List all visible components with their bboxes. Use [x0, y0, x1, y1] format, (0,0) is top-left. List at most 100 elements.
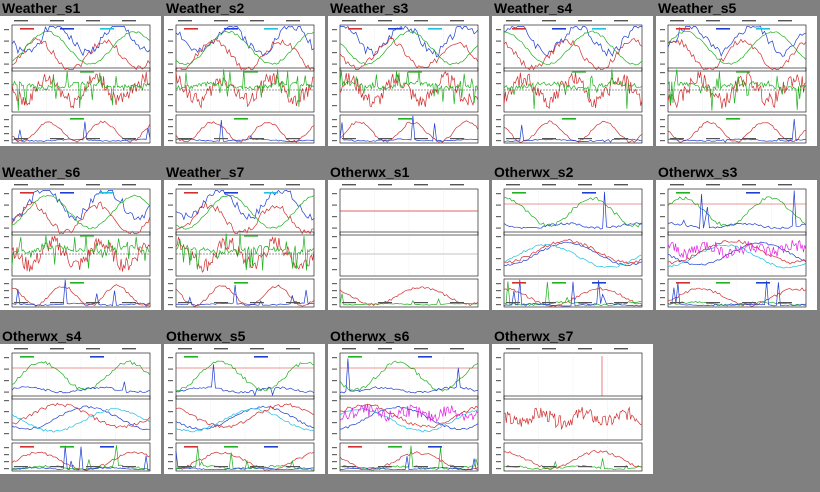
plot-axis-tick-label [660, 40, 665, 42]
plot-axis-tick-label [4, 236, 9, 238]
plot-axis-tick-label [496, 357, 501, 359]
plot-axis-tick-label [496, 105, 501, 107]
plot-axis-tick-label [332, 133, 337, 135]
plot-axis-tick-label [496, 400, 501, 402]
plot-axis-tick-label [332, 454, 337, 456]
thumbnail-otherwx-s7[interactable]: Otherwx_s7 [492, 328, 653, 474]
plot-header-stub [286, 20, 300, 22]
plot-axis-tick-label [496, 140, 501, 142]
plot-x-tick-label [578, 138, 592, 140]
plot-axis-tick-label [168, 63, 173, 65]
plot-series-line [175, 201, 315, 235]
plot-header-stub [506, 20, 520, 22]
plot-header-stub [342, 184, 356, 186]
thumbnail-weather-s3[interactable]: Weather_s3 [328, 0, 489, 146]
plot-axis-tick-label [332, 290, 337, 292]
plot-header-stub [670, 184, 684, 186]
plot-x-tick-label [14, 138, 28, 140]
plot-x-tick-label [14, 302, 28, 304]
plot-x-tick-label [670, 138, 684, 140]
plot-axis-tick-label [4, 357, 9, 359]
plot-axis-tick-label [168, 133, 173, 135]
plot-axis-tick-label [496, 40, 501, 42]
plot-axis-tick-label [168, 422, 173, 424]
plot-legend-stub [562, 118, 576, 120]
thumbnail-weather-s6[interactable]: Weather_s6 [0, 164, 161, 310]
plot-series-line [339, 358, 479, 394]
plot-legend-stub [224, 28, 238, 30]
plot-series-line [667, 25, 807, 57]
thumbnail-otherwx-s2[interactable]: Otherwx_s2 [492, 164, 653, 310]
thumbnail-weather-s7[interactable]: Weather_s7 [164, 164, 325, 310]
plot-axis-tick-label [660, 126, 665, 128]
plot-legend-stub [348, 446, 362, 448]
plot-axis-tick-label [168, 269, 173, 271]
plot-header-stub [378, 20, 392, 22]
plot-axis-tick-label [332, 72, 337, 74]
plot-legend-stub [388, 446, 402, 448]
thumbnail-weather-s2[interactable]: Weather_s2 [164, 0, 325, 146]
plot-axis-tick-label [168, 290, 173, 292]
plot-legend-stub [184, 192, 198, 194]
plot-series-line [503, 69, 643, 110]
plot-legend-stub [20, 192, 34, 194]
plot-axis-tick-label [168, 83, 173, 85]
plot-header-stub [706, 184, 720, 186]
plot-axis-tick-label [168, 236, 173, 238]
plot-axis-tick-label [496, 411, 501, 413]
thumbnail-otherwx-s3[interactable]: Otherwx_s3 [656, 164, 817, 310]
plot-x-tick-label [578, 302, 592, 304]
plot-series-line [11, 121, 151, 142]
plot-header-stub [50, 20, 64, 22]
plot-series-line [11, 405, 151, 431]
plot-x-tick-label [342, 466, 356, 468]
plot-thumbnail [328, 344, 489, 474]
plot-x-tick-label [250, 138, 264, 140]
plot-header-stub [506, 184, 520, 186]
plot-axis-tick-label [332, 283, 337, 285]
plot-series-line [339, 120, 479, 143]
plot-header-stub [450, 184, 464, 186]
plot-axis-tick-label [4, 297, 9, 299]
plot-axis-tick-label [332, 52, 337, 54]
plot-legend-stub [264, 446, 278, 448]
plot-legend-stub [348, 28, 362, 30]
plot-axis-tick-label [332, 193, 337, 195]
plot-axis-tick-label [332, 380, 337, 382]
plot-legend-stub [20, 446, 34, 448]
plot-x-tick-label [670, 302, 684, 304]
thumbnail-weather-s5[interactable]: Weather_s5 [656, 0, 817, 146]
plot-header-stub [414, 348, 428, 350]
plot-axis-tick-label [496, 422, 501, 424]
plot-series-line [11, 360, 151, 391]
thumbnail-otherwx-s6[interactable]: Otherwx_s6 [328, 328, 489, 474]
plot-series-line [11, 194, 151, 230]
plot-x-tick-label [178, 466, 192, 468]
plot-legend-stub [100, 28, 114, 30]
plot-thumbnail [0, 16, 161, 146]
plot-x-tick-label [178, 138, 192, 140]
plot-x-tick-label [214, 302, 228, 304]
plot-series-line [503, 25, 642, 57]
thumbnail-weather-s4[interactable]: Weather_s4 [492, 0, 653, 146]
thumbnail-otherwx-s5[interactable]: Otherwx_s5 [164, 328, 325, 474]
plot-axis-tick-label [4, 63, 9, 65]
plot-series-line [667, 190, 807, 230]
plot-axis-tick-label [168, 297, 173, 299]
plot-series-line [11, 234, 151, 269]
plot-axis-tick-label [660, 290, 665, 292]
thumbnail-weather-s1[interactable]: Weather_s1 [0, 0, 161, 146]
thumbnail-otherwx-s4[interactable]: Otherwx_s4 [0, 328, 161, 474]
plot-axis-tick-label [496, 391, 501, 393]
plot-axis-tick-label [4, 193, 9, 195]
plot-axis-tick-label [660, 216, 665, 218]
plot-axis-tick-label [332, 357, 337, 359]
plot-axis-tick-label [660, 29, 665, 31]
plot-axis-tick-label [660, 258, 665, 260]
plot-header-stub [450, 20, 464, 22]
thumbnail-otherwx-s1[interactable]: Otherwx_s1 [328, 164, 489, 310]
plot-axis-tick-label [332, 247, 337, 249]
plot-x-tick-label [450, 466, 464, 468]
plot-legend-stub [60, 28, 74, 30]
plot-series-line [339, 293, 479, 306]
